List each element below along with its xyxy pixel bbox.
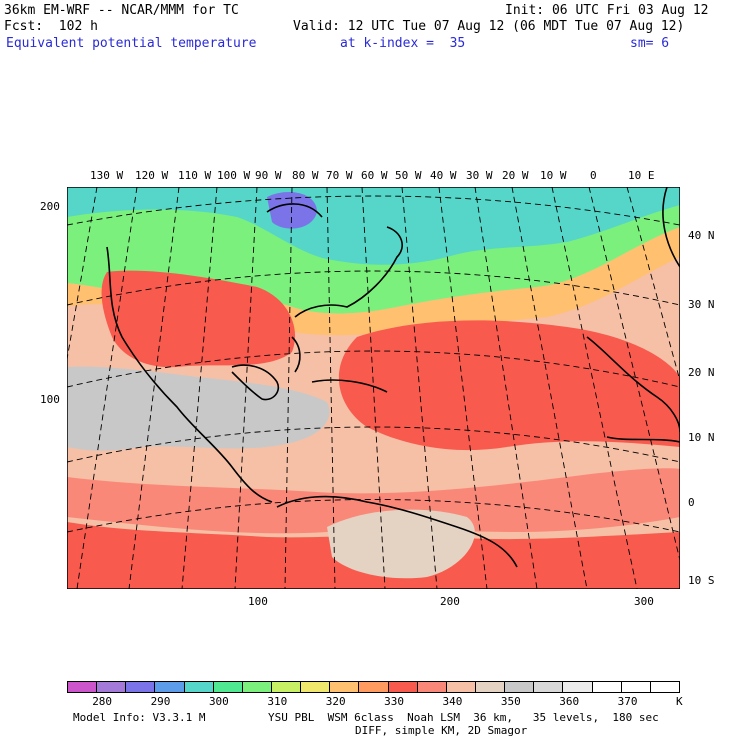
- longitude-label: 130 W: [90, 169, 124, 182]
- colorbar-swatch: [97, 682, 127, 692]
- longitude-label: 50 W: [395, 169, 422, 182]
- colorbar-tick-label: 360: [559, 695, 580, 708]
- colorbar-unit: K: [676, 695, 683, 708]
- colorbar-swatch: [330, 682, 360, 692]
- latitude-label: 20 N: [688, 366, 715, 379]
- grid-x-label-200: 200: [440, 595, 460, 608]
- longitude-label: 70 W: [326, 169, 353, 182]
- graticule: [67, 187, 680, 589]
- cold-air-region: [67, 187, 680, 265]
- colorbar-tick-label: 290: [150, 695, 171, 708]
- coastlines: [106, 187, 680, 568]
- latitude-label: 0: [688, 496, 695, 509]
- longitude-label: 120 W: [135, 169, 169, 182]
- colorbar-tick-label: 330: [384, 695, 404, 708]
- latitude-label: 30 N: [688, 298, 715, 311]
- colorbar-tick-label: 350: [500, 695, 521, 708]
- continental-heat-region: [101, 270, 296, 368]
- smoothing-info: sm= 6: [630, 36, 670, 51]
- colorbar-swatch: [417, 682, 447, 692]
- colorbar-tick-label: 340: [442, 695, 463, 708]
- diffusion-info: DIFF, simple KM, 2D Smagor: [355, 724, 528, 737]
- longitude-label: 40 W: [430, 169, 457, 182]
- latitude-label: 10 N: [688, 431, 715, 444]
- equivalent-potential-temperature-map: [67, 187, 680, 589]
- forecast-hour: Fcst: 102 h: [4, 19, 98, 34]
- level-info: at k-index = 35: [340, 36, 466, 51]
- field-name: Equivalent potential temperature: [6, 36, 257, 51]
- colorbar-swatch: [213, 682, 243, 692]
- colorbar-swatch: [359, 682, 389, 692]
- model-info: Model Info: V3.3.1 M: [73, 711, 206, 724]
- colorbar-tick-label: 310: [267, 695, 288, 708]
- longitude-label: 90 W: [255, 169, 282, 182]
- amazon-region: [327, 509, 475, 579]
- colorbar-swatch: [126, 682, 156, 692]
- colorbar-swatch: [650, 682, 679, 692]
- longitude-label: 20 W: [502, 169, 529, 182]
- equatorial-band: [67, 468, 680, 534]
- longitude-label: 80 W: [292, 169, 319, 182]
- longitude-label: 100 W: [217, 169, 251, 182]
- longitude-label: 110 W: [178, 169, 212, 182]
- colorbar-tick-label: 320: [325, 695, 346, 708]
- colorbar-swatch: [446, 682, 476, 692]
- colorbar-swatch: [534, 682, 564, 692]
- valid-time: Valid: 12 UTC Tue 07 Aug 12 (06 MDT Tue …: [293, 19, 685, 34]
- colorbar-swatch: [184, 682, 214, 692]
- colorbar-swatch: [475, 682, 506, 692]
- colorbar-swatch: [301, 682, 331, 692]
- colorbar-tick-label: 280: [92, 695, 113, 708]
- colorbar-swatch: [592, 682, 622, 692]
- longitude-label: 60 W: [361, 169, 388, 182]
- atlantic-warm-band: [338, 320, 680, 451]
- colorbar-swatch: [388, 682, 418, 692]
- colorbar-swatch: [242, 682, 272, 692]
- tropical-moist-region: [67, 366, 330, 451]
- colorbar-swatch: [271, 682, 302, 692]
- longitude-label: 0: [590, 169, 597, 182]
- latitude-label: 40 N: [688, 229, 715, 242]
- colorbar-swatch: [505, 682, 535, 692]
- colorbar-tick-label: 300: [208, 695, 229, 708]
- grid-y-label-200: 200: [40, 200, 60, 213]
- longitude-label: 10 W: [540, 169, 567, 182]
- physics-info: YSU PBL WSM 6class Noah LSM 36 km, 35 le…: [268, 711, 659, 724]
- latitude-label: 10 S: [688, 574, 715, 587]
- colorbar-swatch: [155, 682, 185, 692]
- colorbar: [67, 681, 680, 693]
- colorbar-swatch: [621, 682, 651, 692]
- grid-x-label-100: 100: [248, 595, 268, 608]
- init-time: Init: 06 UTC Fri 03 Aug 12: [505, 3, 709, 18]
- grid-x-label-300: 300: [634, 595, 654, 608]
- colorbar-swatch: [563, 682, 593, 692]
- longitude-label: 10 E: [628, 169, 655, 182]
- grid-y-label-100: 100: [40, 393, 60, 406]
- longitude-label: 30 W: [466, 169, 493, 182]
- model-title: 36km EM-WRF -- NCAR/MMM for TC: [4, 3, 239, 18]
- colorbar-swatch: [68, 682, 98, 692]
- colorbar-tick-label: 370: [617, 695, 638, 708]
